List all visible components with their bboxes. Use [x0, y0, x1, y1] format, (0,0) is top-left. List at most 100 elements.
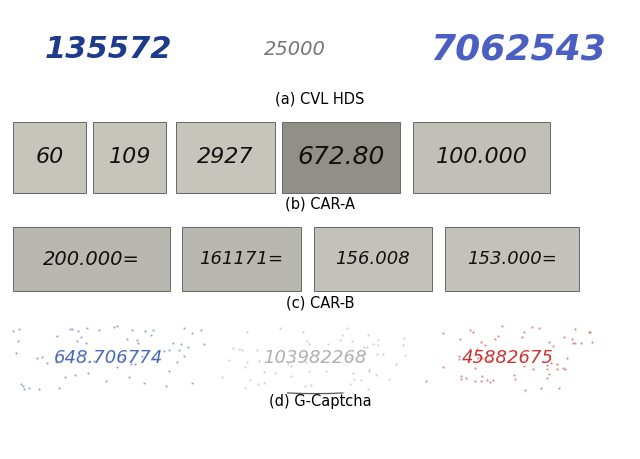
Point [568, 340, 578, 347]
Point [520, 386, 531, 393]
Point [519, 329, 529, 336]
Point [146, 331, 156, 338]
Point [132, 336, 142, 343]
Point [398, 342, 408, 349]
Text: 7062543: 7062543 [431, 32, 606, 67]
Point [543, 370, 554, 377]
Point [534, 325, 544, 332]
Point [305, 381, 316, 388]
Point [234, 346, 244, 353]
FancyBboxPatch shape [13, 227, 170, 291]
Point [384, 376, 394, 383]
Point [122, 335, 132, 342]
Point [8, 327, 19, 334]
Point [421, 378, 431, 385]
Point [400, 351, 410, 358]
Point [364, 367, 374, 374]
Point [472, 345, 482, 353]
Point [510, 375, 520, 383]
Point [259, 379, 269, 386]
Text: 45882675: 45882675 [461, 349, 553, 367]
Point [237, 346, 248, 353]
Point [94, 327, 104, 334]
Point [298, 328, 308, 336]
Point [76, 334, 86, 341]
Point [289, 358, 299, 365]
Point [65, 325, 76, 333]
Point [348, 369, 358, 377]
Point [305, 367, 315, 375]
Point [541, 361, 552, 368]
Point [285, 373, 296, 380]
Text: (b) CAR-A: (b) CAR-A [285, 197, 355, 212]
Point [19, 386, 29, 393]
Point [527, 323, 538, 330]
Point [477, 354, 487, 362]
Point [509, 371, 519, 379]
Point [372, 351, 382, 358]
Point [36, 353, 47, 361]
Point [70, 371, 80, 379]
Point [224, 357, 234, 364]
Point [399, 334, 409, 341]
Point [253, 357, 264, 364]
Point [240, 363, 250, 370]
FancyBboxPatch shape [413, 122, 550, 193]
Point [188, 380, 198, 387]
Point [83, 324, 93, 331]
Point [15, 381, 26, 388]
Point [173, 347, 184, 354]
Point [321, 368, 331, 375]
Point [479, 341, 490, 349]
Point [179, 352, 189, 359]
Point [72, 327, 83, 335]
Point [378, 350, 388, 358]
FancyBboxPatch shape [282, 122, 400, 193]
Point [536, 384, 547, 392]
Point [14, 325, 24, 332]
Point [252, 346, 262, 353]
Text: 2927: 2927 [197, 147, 254, 167]
Point [109, 324, 119, 331]
Text: 60: 60 [35, 147, 64, 167]
Point [342, 325, 353, 332]
Point [356, 377, 367, 384]
Point [275, 324, 285, 331]
Text: (d) G-Captcha: (d) G-Captcha [269, 394, 371, 409]
Point [438, 364, 448, 371]
Point [168, 340, 178, 347]
Point [341, 349, 351, 357]
Point [196, 327, 206, 334]
Point [259, 369, 269, 376]
Point [344, 354, 355, 362]
Point [217, 374, 227, 381]
Point [242, 359, 252, 366]
FancyBboxPatch shape [314, 227, 432, 291]
Point [456, 375, 466, 382]
Point [470, 364, 480, 371]
Point [477, 372, 488, 380]
Point [161, 382, 171, 390]
Point [83, 369, 93, 377]
Point [465, 326, 476, 334]
Point [335, 336, 345, 343]
Point [72, 338, 83, 345]
Point [242, 329, 252, 336]
Point [136, 353, 147, 360]
Point [164, 367, 174, 375]
Point [360, 351, 370, 358]
Point [490, 335, 500, 342]
Point [187, 329, 197, 336]
Point [300, 383, 310, 390]
Point [24, 384, 34, 391]
Point [362, 343, 372, 351]
Text: 161171=: 161171= [200, 250, 284, 269]
Point [488, 376, 498, 383]
Point [323, 340, 333, 347]
Point [461, 374, 471, 381]
Point [359, 344, 369, 351]
Point [552, 360, 563, 368]
Point [519, 363, 529, 370]
Point [18, 382, 28, 390]
Point [111, 323, 122, 330]
